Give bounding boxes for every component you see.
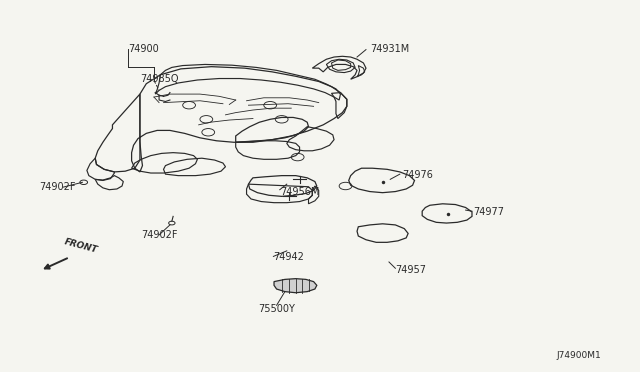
Polygon shape	[274, 279, 317, 293]
Text: 74902F: 74902F	[141, 230, 178, 240]
Text: 74977: 74977	[473, 207, 504, 217]
Text: J74900M1: J74900M1	[556, 351, 601, 360]
Text: FRONT: FRONT	[63, 237, 99, 254]
Text: 75500Y: 75500Y	[258, 304, 295, 314]
Text: 74942: 74942	[273, 252, 304, 262]
Text: 74902F: 74902F	[39, 182, 76, 192]
Text: 74956M: 74956M	[280, 187, 319, 197]
Text: 74976: 74976	[402, 170, 433, 180]
Text: 74900: 74900	[129, 44, 159, 54]
Text: 74931M: 74931M	[370, 44, 409, 54]
Text: 74957: 74957	[396, 266, 426, 276]
Text: 74985Q: 74985Q	[140, 74, 179, 84]
